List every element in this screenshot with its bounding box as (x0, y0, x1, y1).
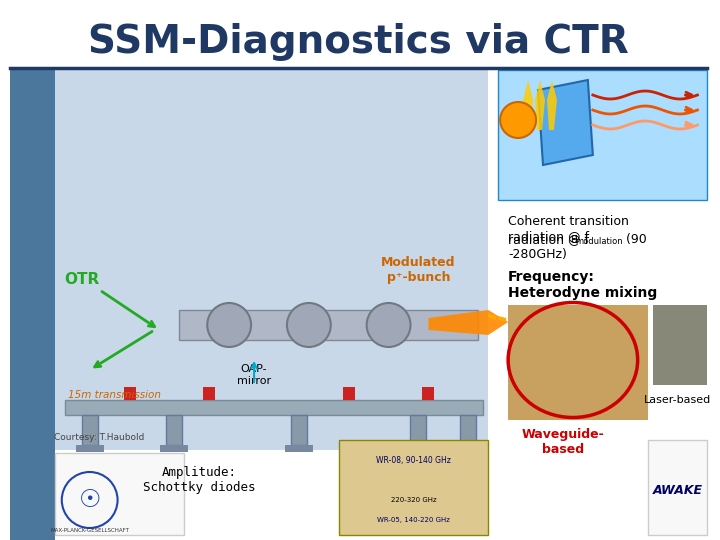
Text: Amplitude:
Schottky diodes: Amplitude: Schottky diodes (143, 466, 256, 494)
Text: MAX-PLANCK-GESELLSCHAFT: MAX-PLANCK-GESELLSCHAFT (50, 528, 129, 532)
Text: ☉: ☉ (78, 488, 101, 512)
Text: AWAKE: AWAKE (652, 483, 703, 496)
Polygon shape (76, 445, 104, 452)
Text: -280GHz): -280GHz) (508, 248, 567, 261)
Polygon shape (508, 305, 647, 420)
Text: Coherent transition
radiation @ f: Coherent transition radiation @ f (508, 215, 629, 243)
Polygon shape (428, 310, 508, 335)
Polygon shape (454, 445, 482, 452)
Text: Modulated
p⁺-bunch: Modulated p⁺-bunch (381, 256, 456, 284)
Polygon shape (203, 387, 215, 400)
Text: Courtesy: T.Haubold: Courtesy: T.Haubold (55, 433, 145, 442)
Text: (90: (90 (622, 233, 647, 246)
Circle shape (207, 303, 251, 347)
Text: modulation: modulation (575, 237, 623, 246)
Text: SSM-Diagnostics via CTR: SSM-Diagnostics via CTR (89, 23, 629, 61)
Polygon shape (81, 415, 98, 445)
Polygon shape (339, 440, 488, 535)
Polygon shape (535, 80, 545, 130)
Circle shape (500, 102, 536, 138)
Polygon shape (460, 415, 476, 445)
Polygon shape (161, 445, 189, 452)
Polygon shape (405, 445, 433, 452)
Polygon shape (179, 310, 478, 340)
Polygon shape (652, 305, 708, 385)
Text: 15m transmission: 15m transmission (68, 390, 161, 400)
Polygon shape (124, 387, 135, 400)
Text: OTR: OTR (64, 273, 99, 287)
Polygon shape (423, 387, 434, 400)
Text: Laser-based: Laser-based (644, 395, 711, 405)
Polygon shape (343, 387, 355, 400)
Text: OAP-
mirror: OAP- mirror (237, 364, 271, 386)
Text: WR-08, 90-140 GHz: WR-08, 90-140 GHz (376, 456, 451, 464)
Text: Frequency:
Heterodyne mixing: Frequency: Heterodyne mixing (508, 270, 657, 300)
Text: 220-320 GHz: 220-320 GHz (391, 497, 436, 503)
Polygon shape (647, 440, 708, 535)
Polygon shape (291, 415, 307, 445)
Text: radiation @ f: radiation @ f (508, 233, 589, 246)
Polygon shape (55, 453, 184, 535)
Polygon shape (10, 70, 55, 540)
Circle shape (366, 303, 410, 347)
Polygon shape (285, 445, 313, 452)
Polygon shape (547, 80, 557, 130)
Polygon shape (166, 415, 182, 445)
Polygon shape (523, 80, 533, 130)
Polygon shape (410, 415, 426, 445)
Circle shape (287, 303, 330, 347)
Polygon shape (55, 70, 488, 450)
Polygon shape (65, 400, 483, 415)
Polygon shape (538, 80, 593, 165)
Polygon shape (498, 316, 506, 322)
Polygon shape (498, 70, 708, 200)
Text: Waveguide-
based: Waveguide- based (521, 428, 604, 456)
Text: WR-05, 140-220 GHz: WR-05, 140-220 GHz (377, 517, 450, 523)
Polygon shape (488, 314, 496, 320)
Polygon shape (508, 318, 516, 324)
